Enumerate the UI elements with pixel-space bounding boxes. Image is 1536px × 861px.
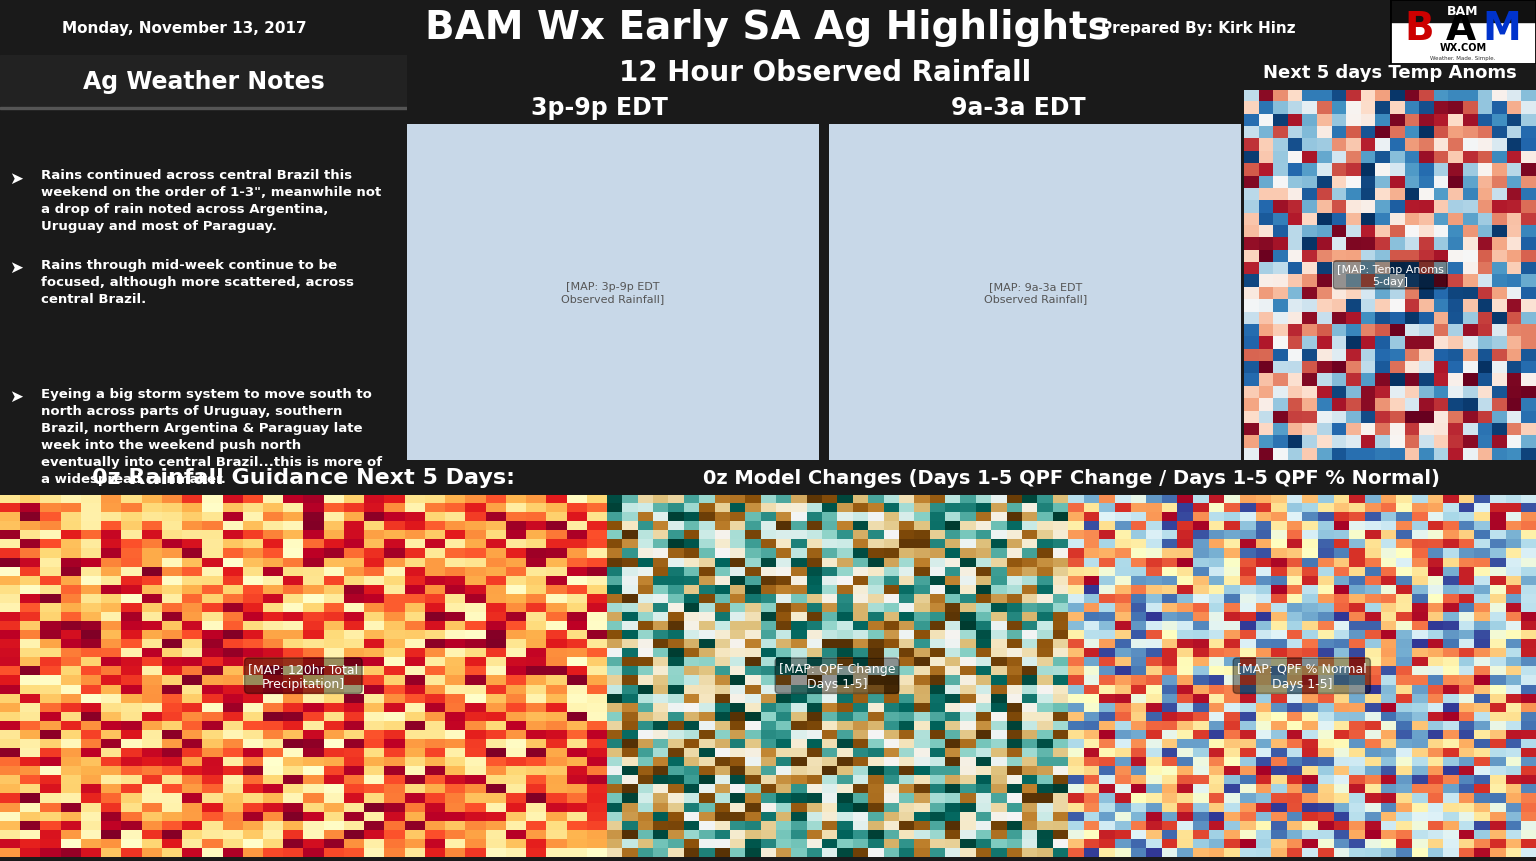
Text: ➤: ➤ [9, 258, 23, 276]
Text: [MAP: 120hr Total
Precipitation]: [MAP: 120hr Total Precipitation] [249, 662, 358, 690]
Text: [MAP: QPF Change
Days 1-5]: [MAP: QPF Change Days 1-5] [779, 662, 895, 690]
Text: ➤: ➤ [9, 170, 23, 187]
Text: [MAP: QPF % Normal
Days 1-5]: [MAP: QPF % Normal Days 1-5] [1236, 662, 1367, 690]
Text: Next 5 days Temp Anoms: Next 5 days Temp Anoms [1263, 65, 1518, 82]
Text: WX.COM: WX.COM [1439, 43, 1487, 53]
Text: Weather. Made. Simple.: Weather. Made. Simple. [1430, 56, 1496, 60]
Text: A: A [1445, 10, 1476, 48]
Text: 0z Model Changes (Days 1-5 QPF Change / Days 1-5 QPF % Normal): 0z Model Changes (Days 1-5 QPF Change / … [703, 468, 1439, 487]
Text: [MAP: Temp Anoms
5-day]: [MAP: Temp Anoms 5-day] [1336, 264, 1444, 287]
Text: 3p-9p EDT: 3p-9p EDT [531, 96, 668, 120]
Text: Rains through mid-week continue to be
focused, although more scattered, across
c: Rains through mid-week continue to be fo… [41, 258, 353, 306]
Text: Ag Weather Notes: Ag Weather Notes [83, 71, 324, 94]
Text: Rains continued across central Brazil this
weekend on the order of 1-3", meanwhi: Rains continued across central Brazil th… [41, 170, 381, 233]
Text: BAM: BAM [1447, 5, 1479, 18]
Text: 12 Hour Observed Rainfall: 12 Hour Observed Rainfall [619, 59, 1032, 87]
Text: Eyeing a big storm system to move south to
north across parts of Uruguay, southe: Eyeing a big storm system to move south … [41, 387, 382, 486]
Text: B: B [1404, 10, 1435, 48]
Bar [0, 108, 407, 109]
Text: ➤: ➤ [9, 387, 23, 406]
Text: M: M [1482, 10, 1521, 48]
Text: 9a-3a EDT: 9a-3a EDT [951, 96, 1086, 120]
Text: [MAP: 3p-9p EDT
Observed Rainfall]: [MAP: 3p-9p EDT Observed Rainfall] [561, 282, 665, 304]
Text: BAM Wx Early SA Ag Highlights: BAM Wx Early SA Ag Highlights [425, 9, 1111, 47]
Text: Monday, November 13, 2017: Monday, November 13, 2017 [61, 21, 307, 35]
Bar [1390, 0, 1536, 22]
Text: Prepared By: Kirk Hinz: Prepared By: Kirk Hinz [1101, 21, 1295, 35]
Text: [MAP: 9a-3a EDT
Observed Rainfall]: [MAP: 9a-3a EDT Observed Rainfall] [983, 282, 1087, 304]
Text: 0z Rainfall Guidance Next 5 Days:: 0z Rainfall Guidance Next 5 Days: [92, 468, 515, 488]
Bar [0, 56, 407, 108]
